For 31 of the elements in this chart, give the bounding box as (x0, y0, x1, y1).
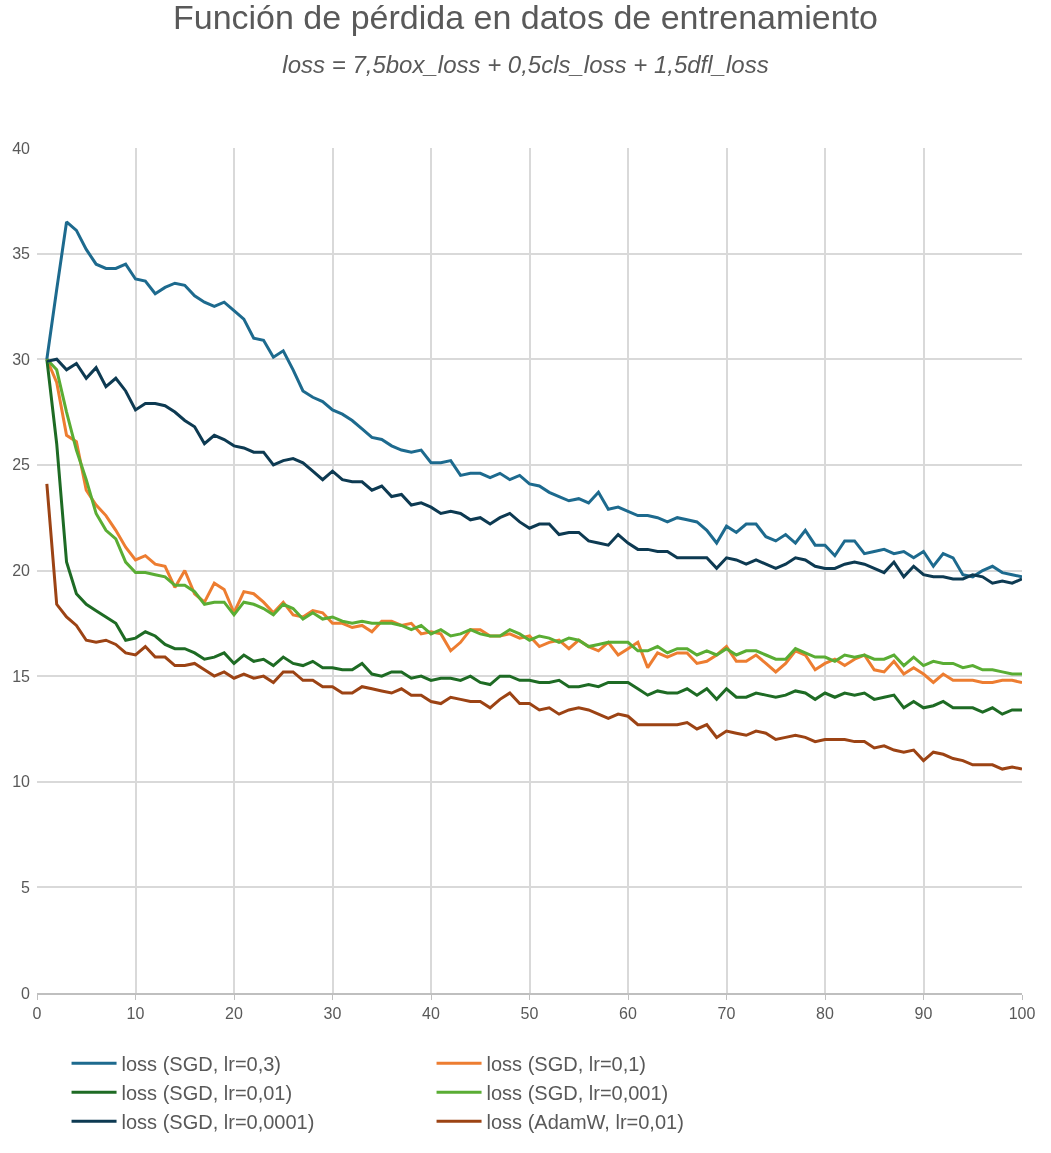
x-tick-label: 70 (717, 1004, 736, 1022)
y-tick-label: 0 (21, 984, 31, 1002)
legend-label: loss (SGD, lr=0,001) (486, 1082, 669, 1104)
legend-label: loss (AdamW, lr=0,01) (486, 1111, 684, 1133)
chart-title: Función de pérdida en datos de entrenamiento (172, 0, 879, 36)
y-tick-label: 30 (12, 350, 31, 368)
x-tick-label: 10 (126, 1004, 145, 1022)
line-series (45, 357, 1022, 585)
x-tick-label: 30 (323, 1004, 342, 1022)
x-tick-label: 90 (914, 1004, 933, 1022)
y-tick-label: 40 (12, 139, 31, 157)
legend-label: loss (SGD, lr=0,3) (121, 1053, 282, 1075)
line-series (45, 482, 1022, 771)
legend-label: loss (SGD, lr=0,0001) (121, 1111, 315, 1133)
legend-label: loss (SGD, lr=0,01) (121, 1082, 293, 1104)
x-tick-label: 20 (225, 1004, 243, 1022)
chart-subtitle: loss = 7,5box_loss + 0,5cls_loss + 1,5dfl_loss (282, 51, 769, 79)
y-tick-label: 15 (12, 667, 31, 685)
x-tick-label: 50 (520, 1004, 539, 1022)
line-series (45, 220, 1022, 579)
x-tick-label: 100 (1008, 1004, 1036, 1022)
y-tick-label: 25 (12, 456, 31, 474)
y-tick-label: 10 (12, 773, 31, 791)
x-tick-label: 0 (32, 1004, 42, 1022)
x-tick-label: 60 (619, 1004, 637, 1022)
x-tick-label: 80 (816, 1004, 834, 1022)
y-tick-label: 5 (21, 878, 31, 896)
legend-label: loss (SGD, lr=0,1) (486, 1053, 647, 1075)
y-tick-label: 35 (12, 245, 31, 263)
y-tick-label: 20 (12, 562, 31, 580)
x-tick-label: 40 (422, 1004, 440, 1022)
